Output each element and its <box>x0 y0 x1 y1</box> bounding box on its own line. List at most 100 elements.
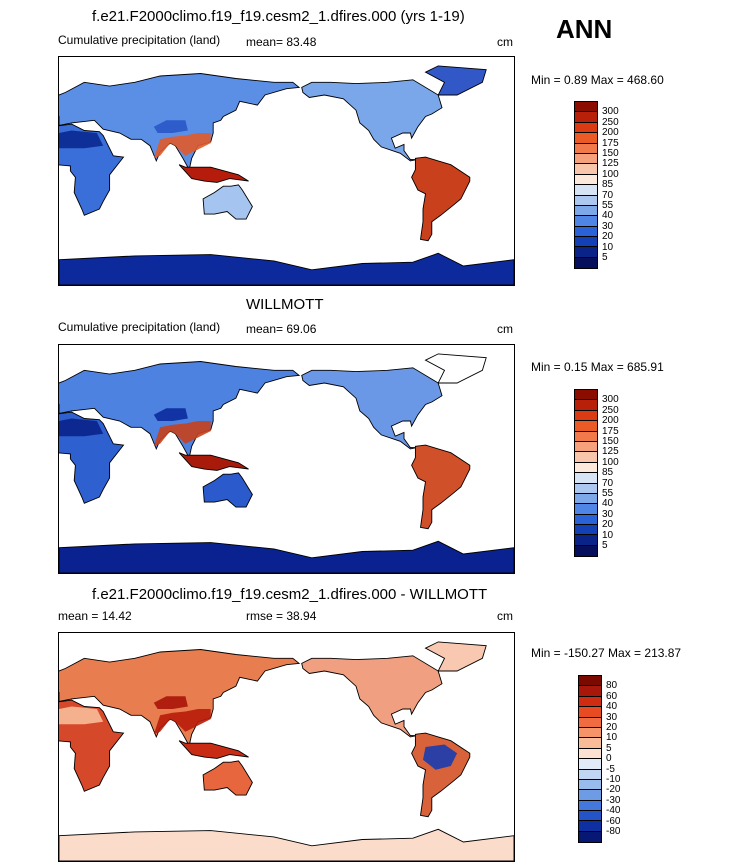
colorbar-tick-label: 60 <box>606 690 618 702</box>
landmass-australia <box>202 184 253 220</box>
panel2-variable-label: Cumulative precipitation (land) <box>58 320 221 334</box>
colorbar-segment <box>579 800 601 812</box>
landmass-indonesia <box>178 452 249 471</box>
panel1-units: cm <box>497 35 513 49</box>
panel1-map <box>58 56 515 286</box>
colorbar-segment <box>575 174 597 186</box>
colorbar-tick-label: 55 <box>602 200 614 211</box>
panel1-colorbar <box>574 101 598 270</box>
colorbar-segment <box>575 133 597 144</box>
colorbar-segment <box>575 400 597 411</box>
landmass-antarctica <box>59 540 514 573</box>
colorbar-segment <box>575 237 597 248</box>
colorbar-tick-label: 125 <box>602 446 619 458</box>
colorbar-tick-label: 0 <box>606 753 612 765</box>
colorbar-tick-label: 300 <box>602 106 619 118</box>
colorbar-tick-label: 55 <box>602 488 614 499</box>
colorbar-tick-label: 5 <box>606 742 612 754</box>
colorbar-tick-label: 150 <box>602 148 619 159</box>
colorbar-segment <box>575 452 597 463</box>
colorbar-tick-label: 20 <box>602 519 614 531</box>
colorbar-segment <box>579 748 601 760</box>
colorbar-segment <box>579 759 601 770</box>
region-amazon <box>423 744 458 770</box>
panel3-units: cm <box>497 609 513 623</box>
colorbar-segment <box>575 257 597 269</box>
colorbar-tick-label: 175 <box>602 137 619 149</box>
colorbar-segment <box>575 483 597 494</box>
colorbar-segment <box>575 493 597 505</box>
colorbar-tick-label: 30 <box>602 220 614 232</box>
panel2-mean: mean= 69.06 <box>246 322 317 336</box>
region-tibet <box>153 408 188 421</box>
colorbar-tick-label: 10 <box>606 732 618 744</box>
colorbar-segment <box>579 790 601 801</box>
colorbar-tick-label: -30 <box>606 794 621 806</box>
landmass-antarctica <box>59 828 514 861</box>
colorbar-segment <box>575 247 597 258</box>
landmass-australia <box>202 472 253 508</box>
colorbar-segment <box>575 122 597 134</box>
colorbar-segment <box>579 779 601 791</box>
colorbar-tick-label: 20 <box>606 722 618 733</box>
colorbar-tick-label: 200 <box>602 415 619 427</box>
colorbar-tick-label: -10 <box>606 774 621 785</box>
colorbar-tick-label: 5 <box>602 540 608 551</box>
colorbar-tick-label: 20 <box>602 231 614 243</box>
colorbar-tick-label: 250 <box>602 404 619 416</box>
colorbar-segment <box>579 717 601 728</box>
colorbar-segment <box>575 462 597 474</box>
colorbar-segment <box>575 102 597 113</box>
colorbar-segment <box>579 738 601 749</box>
landmass-greenland <box>424 641 487 672</box>
landmass-indonesia <box>178 740 249 759</box>
landmass-antarctica <box>59 252 514 285</box>
panel3-minmax: Min = -150.27 Max = 213.87 <box>531 646 682 660</box>
panel1-minmax: Min = 0.89 Max = 468.60 <box>531 73 664 87</box>
colorbar-tick-label: -80 <box>606 826 621 837</box>
region-eurasia_south <box>153 709 211 735</box>
map-canvas <box>59 641 514 861</box>
colorbar-tick-label: 30 <box>606 711 618 723</box>
colorbar-segment <box>575 431 597 442</box>
colorbar-segment <box>575 226 597 238</box>
landmass-namerica <box>301 79 443 162</box>
panel3-title: f.e21.F2000climo.f19_f19.cesm2_1.dfires.… <box>92 586 488 603</box>
colorbar-tick-label: 200 <box>602 127 619 139</box>
colorbar-segment <box>575 195 597 206</box>
panel2-colorbar <box>574 389 598 558</box>
colorbar-segment <box>575 216 597 227</box>
map-canvas <box>59 353 514 573</box>
colorbar-segment <box>575 164 597 175</box>
colorbar-tick-label: 85 <box>602 179 614 191</box>
colorbar-tick-label: 30 <box>602 508 614 520</box>
colorbar-tick-label: 85 <box>602 467 614 479</box>
colorbar-segment <box>579 811 601 822</box>
region-tibet <box>153 696 188 709</box>
map-canvas <box>59 65 514 285</box>
colorbar-segment <box>575 410 597 422</box>
panel2-title: WILLMOTT <box>246 296 324 313</box>
colorbar-segment <box>579 831 601 843</box>
colorbar-tick-label: 80 <box>606 680 618 692</box>
colorbar-segment <box>575 421 597 432</box>
colorbar-tick-label: 40 <box>602 498 614 510</box>
colorbar-tick-label: -60 <box>606 815 621 827</box>
region-sahara <box>59 418 104 437</box>
panel2-map <box>58 344 515 574</box>
colorbar-segment <box>575 525 597 536</box>
colorbar-tick-label: 10 <box>602 241 614 253</box>
colorbar-segment <box>579 769 601 780</box>
region-eurasia_south <box>153 421 211 447</box>
colorbar-segment <box>575 535 597 546</box>
panel1-title: f.e21.F2000climo.f19_f19.cesm2_1.dfires.… <box>92 8 465 25</box>
colorbar-tick-label: 70 <box>602 189 614 201</box>
colorbar-segment <box>575 205 597 217</box>
colorbar-segment <box>575 185 597 196</box>
colorbar-segment <box>575 112 597 123</box>
colorbar-tick-label: -5 <box>606 763 615 775</box>
landmass-greenland <box>424 353 487 384</box>
colorbar-tick-label: 5 <box>602 252 608 263</box>
colorbar-segment <box>575 514 597 526</box>
landmass-australia <box>202 760 253 796</box>
